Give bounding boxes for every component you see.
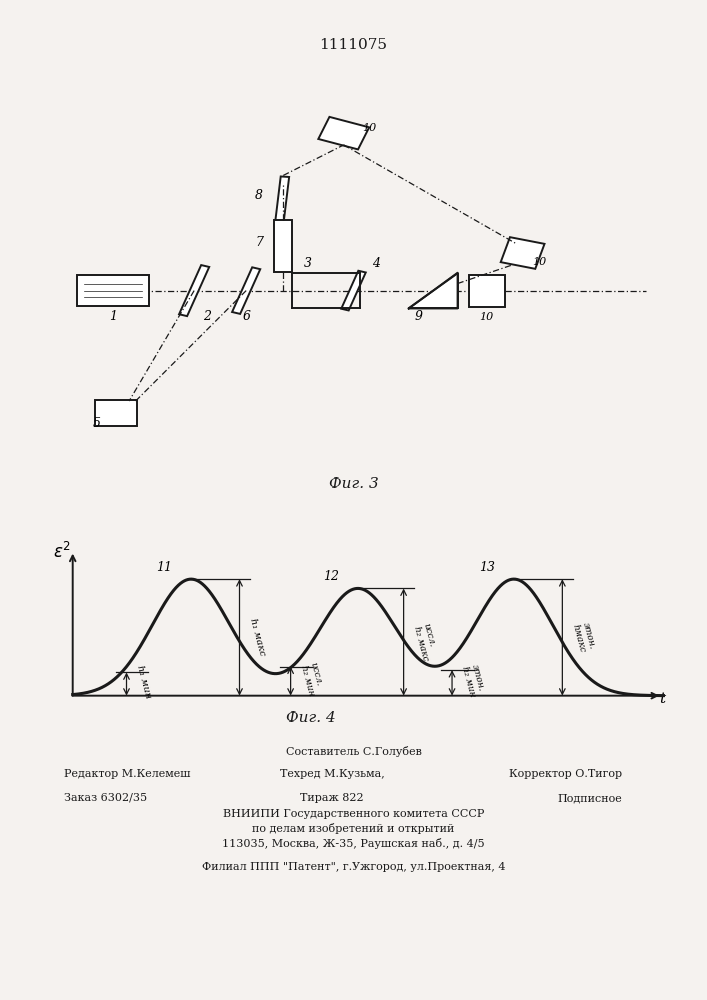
Text: Тираж 822: Тираж 822 [300, 793, 364, 803]
Text: $\varepsilon^2$: $\varepsilon^2$ [53, 542, 71, 562]
Text: 6: 6 [243, 310, 250, 323]
Text: Корректор О.Тигор: Корректор О.Тигор [509, 769, 622, 779]
Polygon shape [501, 237, 544, 269]
Text: 10: 10 [532, 257, 546, 267]
Text: Фиг. 3: Фиг. 3 [329, 477, 378, 491]
Text: 2: 2 [203, 310, 211, 323]
Text: Подписное: Подписное [557, 793, 622, 803]
Text: 10: 10 [480, 312, 494, 322]
Text: 11: 11 [156, 561, 173, 574]
Text: 10: 10 [363, 123, 377, 133]
Polygon shape [409, 273, 457, 308]
Text: 1: 1 [109, 310, 117, 323]
Text: h₁ мин: h₁ мин [134, 664, 152, 699]
Text: Редактор М.Келемеш: Редактор М.Келемеш [64, 769, 190, 779]
Text: 12: 12 [323, 570, 339, 583]
Polygon shape [341, 271, 366, 310]
Text: Филиал ППП "Патент", г.Ужгород, ул.Проектная, 4: Филиал ППП "Патент", г.Ужгород, ул.Проек… [201, 862, 506, 872]
Polygon shape [232, 267, 260, 314]
Text: Заказ 6302/35: Заказ 6302/35 [64, 793, 147, 803]
Polygon shape [318, 117, 369, 149]
Text: ВНИИПИ Государственного комитета СССР: ВНИИПИ Государственного комитета СССР [223, 809, 484, 819]
Text: Составитель С.Голубев: Составитель С.Голубев [286, 746, 421, 757]
Text: иссл.
h₂ макс: иссл. h₂ макс [411, 622, 440, 662]
Polygon shape [275, 176, 289, 226]
Text: по делам изобретений и открытий: по делам изобретений и открытий [252, 823, 455, 834]
Text: 7: 7 [255, 236, 263, 249]
Polygon shape [274, 220, 293, 272]
Text: t: t [659, 692, 665, 706]
Polygon shape [469, 275, 505, 307]
Text: этон.
h₂ мин: этон. h₂ мин [460, 663, 487, 698]
Text: 9: 9 [414, 310, 423, 323]
Text: Техред М.Кузьма,: Техред М.Кузьма, [280, 769, 385, 779]
Text: Фиг. 4: Фиг. 4 [286, 711, 336, 725]
Bar [77, 275, 148, 306]
Text: 113035, Москва, Ж-35, Раушская наб., д. 4/5: 113035, Москва, Ж-35, Раушская наб., д. … [222, 838, 485, 849]
Text: иссл.
h₂ мин: иссл. h₂ мин [298, 661, 325, 696]
Text: 4: 4 [373, 257, 380, 270]
Text: 1111075: 1111075 [320, 38, 387, 52]
Polygon shape [95, 400, 137, 426]
Text: 3: 3 [304, 257, 312, 270]
Polygon shape [179, 265, 209, 316]
Text: 5: 5 [93, 417, 100, 430]
Text: 8: 8 [255, 189, 263, 202]
Text: 13: 13 [479, 561, 495, 574]
Text: h₁ макс: h₁ макс [247, 618, 267, 657]
Text: этон.
hмакс: этон. hмакс [571, 621, 597, 654]
